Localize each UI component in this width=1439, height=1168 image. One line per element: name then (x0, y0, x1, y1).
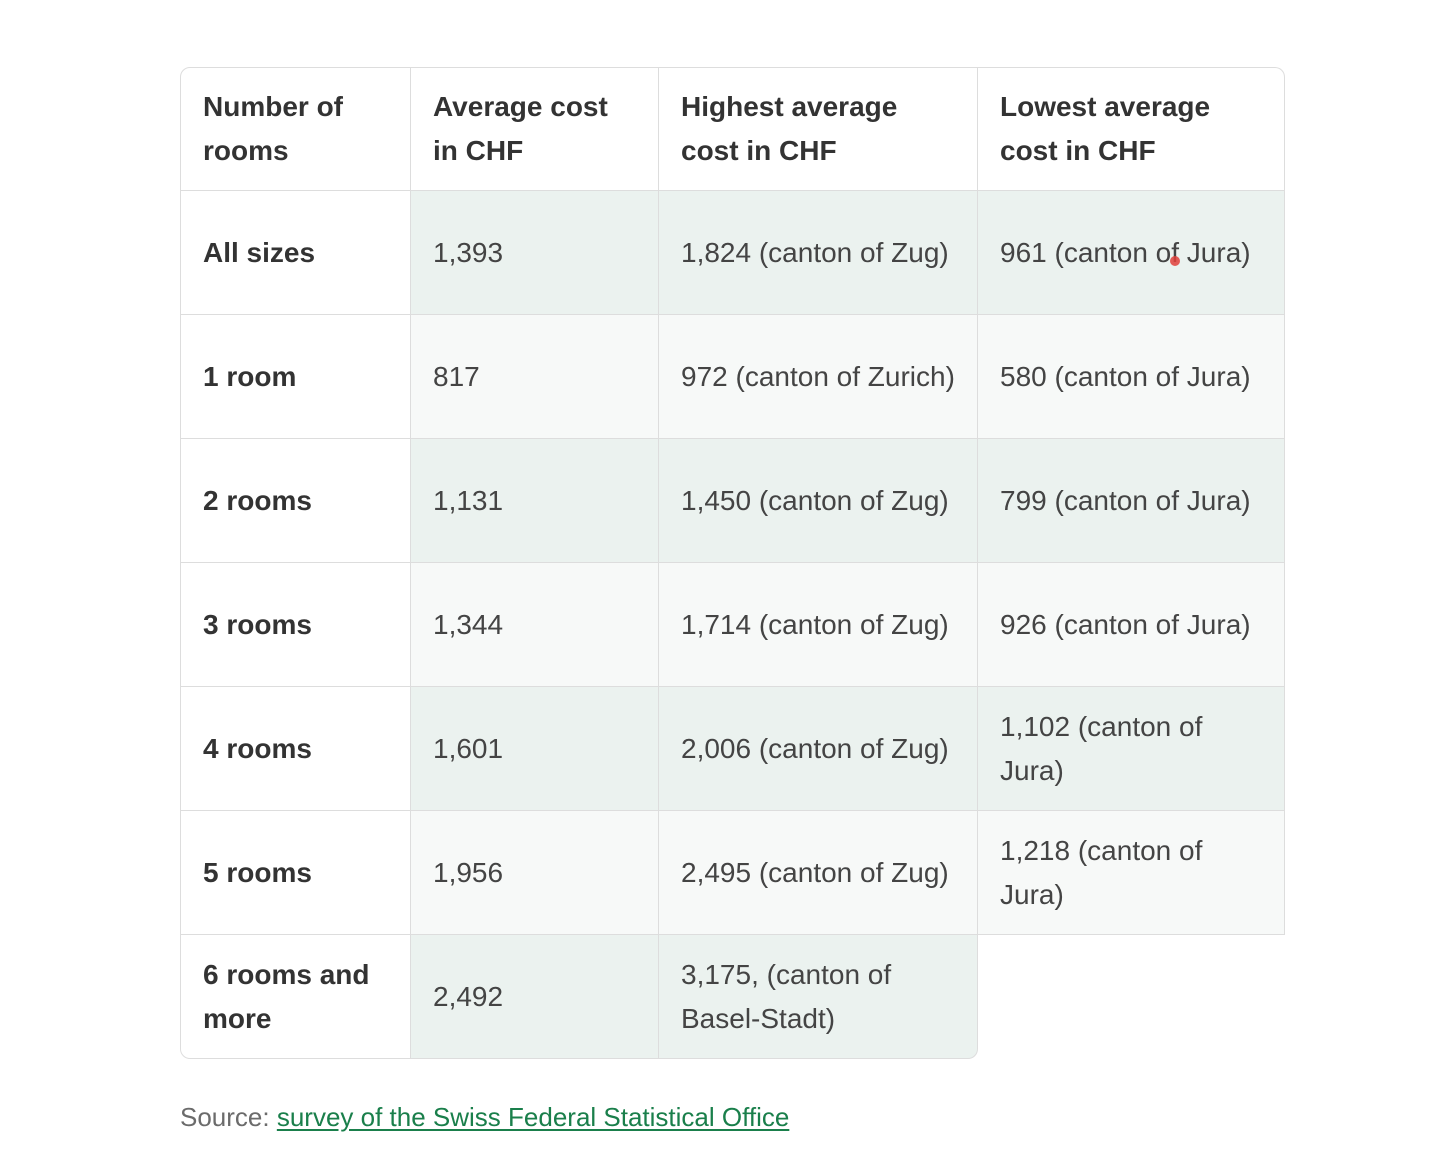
table-row: 6 rooms and more 2,492 3,175, (canton of… (180, 935, 1285, 1059)
lowest-cost-cell: 961 (canton of Jura) (978, 191, 1285, 315)
row-label: 3 rooms (180, 563, 411, 687)
highest-cost-cell: 2,006 (canton of Zug) (659, 687, 978, 811)
row-label: 4 rooms (180, 687, 411, 811)
row-label: All sizes (180, 191, 411, 315)
highest-cost-cell: 1,714 (canton of Zug) (659, 563, 978, 687)
lowest-cost-cell: 799 (canton of Jura) (978, 439, 1285, 563)
average-cost-cell: 1,956 (411, 811, 659, 935)
cursor-indicator (1170, 256, 1180, 266)
highest-cost-cell: 3,175, (canton of Basel-Stadt) (659, 935, 978, 1059)
average-cost-cell: 817 (411, 315, 659, 439)
lowest-cost-cell: 926 (canton of Jura) (978, 563, 1285, 687)
row-label: 6 rooms and more (180, 935, 411, 1059)
lowest-cost-cell: 580 (canton of Jura) (978, 315, 1285, 439)
source-link[interactable]: survey of the Swiss Federal Statistical … (276, 1102, 790, 1132)
header-lowest-average-cost: Lowest average cost in CHF (978, 67, 1285, 191)
table-row: 5 rooms 1,956 2,495 (canton of Zug) 1,21… (180, 811, 1285, 935)
table-row: All sizes 1,393 1,824 (canton of Zug) 96… (180, 191, 1285, 315)
table-row: 2 rooms 1,131 1,450 (canton of Zug) 799 … (180, 439, 1285, 563)
average-cost-cell: 1,131 (411, 439, 659, 563)
highest-cost-cell: 1,450 (canton of Zug) (659, 439, 978, 563)
rent-table-container: Number of rooms Average cost in CHF High… (180, 67, 1285, 1059)
row-label: 2 rooms (180, 439, 411, 563)
row-label: 5 rooms (180, 811, 411, 935)
highest-cost-cell: 972 (canton of Zurich) (659, 315, 978, 439)
table-row: 3 rooms 1,344 1,714 (canton of Zug) 926 … (180, 563, 1285, 687)
table-row: 1 room 817 972 (canton of Zurich) 580 (c… (180, 315, 1285, 439)
header-average-cost: Average cost in CHF (411, 67, 659, 191)
empty-cell (978, 935, 1285, 1059)
average-cost-cell: 2,492 (411, 935, 659, 1059)
highest-cost-cell: 1,824 (canton of Zug) (659, 191, 978, 315)
lowest-cost-cell: 1,218 (canton of Jura) (978, 811, 1285, 935)
header-highest-average-cost: Highest average cost in CHF (659, 67, 978, 191)
table-row: 4 rooms 1,601 2,006 (canton of Zug) 1,10… (180, 687, 1285, 811)
source-note: Source: survey of the Swiss Federal Stat… (180, 1099, 789, 1135)
source-prefix: Source: (180, 1102, 277, 1132)
table-header-row: Number of rooms Average cost in CHF High… (180, 67, 1285, 191)
average-cost-cell: 1,344 (411, 563, 659, 687)
header-number-of-rooms: Number of rooms (180, 67, 411, 191)
average-cost-cell: 1,601 (411, 687, 659, 811)
rent-cost-table: Number of rooms Average cost in CHF High… (180, 67, 1285, 1059)
lowest-cost-cell: 1,102 (canton of Jura) (978, 687, 1285, 811)
row-label: 1 room (180, 315, 411, 439)
highest-cost-cell: 2,495 (canton of Zug) (659, 811, 978, 935)
average-cost-cell: 1,393 (411, 191, 659, 315)
